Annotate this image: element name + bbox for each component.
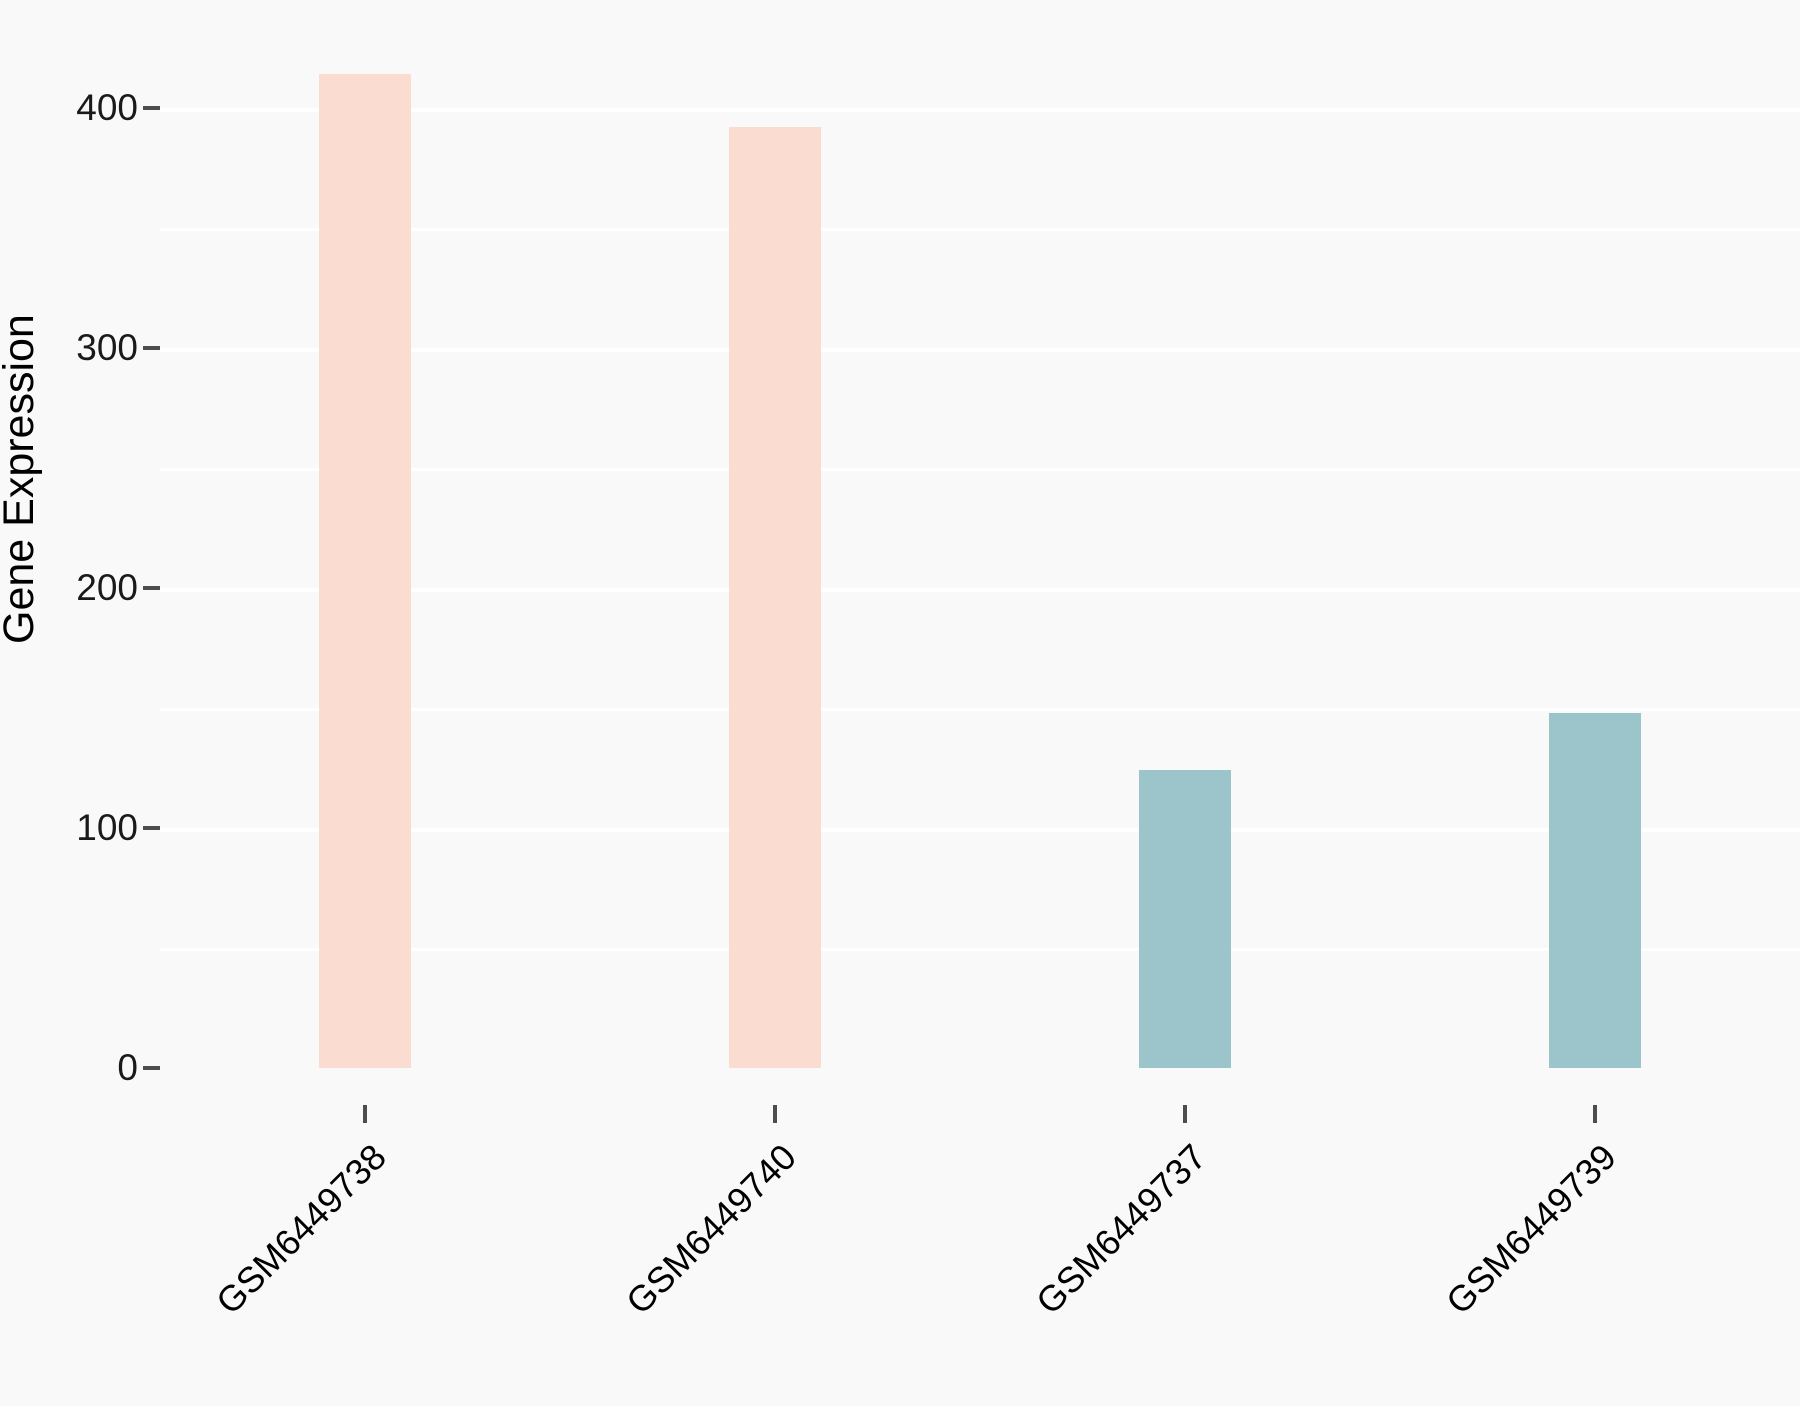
y-axis-tick-mark — [143, 826, 160, 830]
x-axis-tick-label: GSM6449737 — [1027, 1136, 1214, 1323]
y-axis-tick-label: 300 — [76, 327, 138, 368]
gridline-major — [160, 108, 1800, 112]
gridline-major — [160, 348, 1800, 352]
bar-GSM6449739[interactable] — [1549, 712, 1641, 1068]
y-axis-title: Gene Expression — [0, 314, 43, 644]
gridline-major — [160, 588, 1800, 592]
bar-GSM6449738[interactable] — [319, 74, 411, 1068]
y-axis-tick-mark — [143, 106, 160, 110]
y-axis-tick-label: 100 — [76, 807, 138, 848]
x-axis-tick-label: GSM6449740 — [617, 1136, 804, 1323]
y-axis-tick-mark — [143, 1066, 160, 1070]
y-axis-tick-label: 0 — [117, 1047, 138, 1088]
x-axis-tick-label: GSM6449739 — [1437, 1136, 1624, 1323]
x-axis-tick-label: GSM6449738 — [207, 1136, 394, 1323]
x-axis-tick-mark — [1183, 1105, 1187, 1123]
bar-GSM6449737[interactable] — [1139, 770, 1231, 1068]
gridline — [160, 708, 1800, 711]
gridline — [160, 468, 1800, 471]
y-axis-tick-label: 200 — [76, 567, 138, 608]
x-axis-tick-mark — [773, 1105, 777, 1123]
gridline — [160, 948, 1800, 951]
y-axis-tick-mark — [143, 586, 160, 590]
x-axis-tick-mark — [363, 1105, 367, 1123]
y-axis-tick-mark — [143, 346, 160, 350]
x-axis-tick-mark — [1593, 1105, 1597, 1123]
y-axis-tick-label: 400 — [76, 87, 138, 128]
plot-panel — [160, 20, 1800, 1068]
gridline-major — [160, 828, 1800, 832]
bar-chart: 0 100 200 300 400 Gene Expression GSM6449738 GS… — [0, 20, 1800, 1323]
gridline — [160, 228, 1800, 231]
bar-GSM6449740[interactable] — [729, 127, 821, 1068]
